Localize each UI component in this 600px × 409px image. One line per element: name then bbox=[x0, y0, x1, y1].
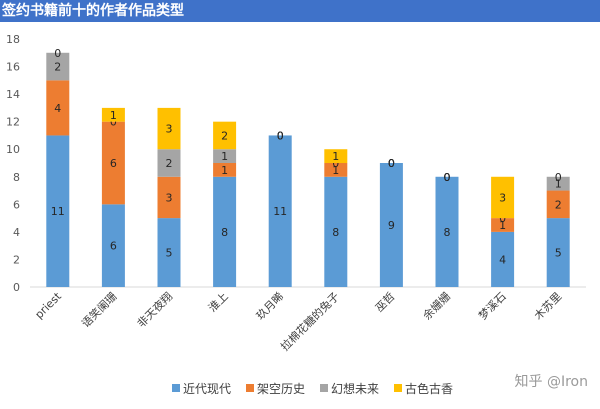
bar-segment bbox=[268, 135, 292, 287]
bar-segment bbox=[101, 107, 125, 122]
bar-segment bbox=[324, 163, 348, 177]
data-label: 0 bbox=[444, 171, 451, 184]
data-label: 0 bbox=[277, 129, 284, 142]
category-label: priest bbox=[33, 289, 65, 321]
data-label: 0 bbox=[277, 129, 284, 142]
y-tick-label: 8 bbox=[13, 171, 20, 184]
data-label: 11 bbox=[273, 205, 287, 218]
data-label: 5 bbox=[166, 247, 173, 260]
data-label: 6 bbox=[110, 157, 117, 170]
data-label: 3 bbox=[166, 191, 173, 204]
category-label: 淮上 bbox=[206, 290, 231, 315]
data-label: 1 bbox=[110, 109, 117, 122]
data-label: 0 bbox=[54, 47, 61, 60]
data-label: 8 bbox=[221, 226, 228, 239]
y-tick-label: 16 bbox=[6, 61, 20, 74]
data-label: 5 bbox=[555, 247, 562, 260]
data-label: 6 bbox=[110, 240, 117, 253]
bar-segment bbox=[157, 176, 181, 219]
bar-segment bbox=[157, 107, 181, 150]
chart-title: 签约书籍前十的作者作品类型 bbox=[0, 0, 600, 22]
bar-segment bbox=[213, 121, 237, 150]
y-tick-label: 18 bbox=[6, 33, 20, 46]
category-label: 木苏里 bbox=[532, 290, 565, 323]
data-label: 0 bbox=[555, 171, 562, 184]
data-label: 0 bbox=[499, 212, 506, 225]
data-label: 0 bbox=[388, 157, 395, 170]
y-tick-label: 4 bbox=[13, 226, 20, 239]
bar-segment bbox=[46, 52, 70, 81]
data-label: 4 bbox=[499, 253, 506, 266]
data-label: 0 bbox=[444, 171, 451, 184]
y-tick-label: 0 bbox=[13, 281, 20, 294]
category-label: 巫哲 bbox=[373, 290, 398, 315]
data-label: 11 bbox=[51, 205, 65, 218]
bar-segment bbox=[324, 149, 348, 163]
legend-swatch bbox=[394, 384, 402, 392]
y-tick-label: 6 bbox=[13, 198, 20, 211]
bar-segment bbox=[491, 176, 515, 219]
watermark: 知乎 @Iron bbox=[514, 374, 588, 390]
bar-segment bbox=[213, 176, 237, 287]
data-label: 8 bbox=[444, 226, 451, 239]
data-label: 2 bbox=[166, 157, 173, 170]
stacked-bar-chart: 02468101214161811420priest6601语笑阑珊5323非天… bbox=[6, 33, 586, 396]
bar-segment bbox=[379, 163, 403, 287]
bar-segment bbox=[546, 190, 570, 219]
data-label: 1 bbox=[332, 150, 339, 163]
legend-entry: 架空历史 bbox=[257, 382, 305, 396]
bar-segment bbox=[157, 149, 181, 177]
bar-segment bbox=[546, 218, 570, 287]
bar-segment bbox=[46, 135, 70, 287]
bar-segment bbox=[213, 163, 237, 177]
legend-entry: 近代现代 bbox=[183, 382, 231, 396]
y-tick-label: 12 bbox=[6, 116, 20, 129]
data-label: 2 bbox=[54, 61, 61, 74]
data-label: 1 bbox=[221, 150, 228, 163]
legend-entry: 古色古香 bbox=[405, 381, 453, 396]
bar-segment bbox=[491, 231, 515, 287]
y-tick-label: 2 bbox=[13, 253, 20, 266]
y-tick-label: 10 bbox=[6, 143, 20, 156]
bar-segment bbox=[46, 80, 70, 136]
bar-segment bbox=[213, 149, 237, 163]
legend-swatch bbox=[172, 384, 180, 392]
bar-segment bbox=[101, 121, 125, 205]
data-label: 0 bbox=[388, 157, 395, 170]
legend-entry: 幻想未来 bbox=[331, 381, 379, 396]
y-tick-label: 14 bbox=[6, 88, 20, 101]
data-label: 1 bbox=[499, 219, 506, 232]
data-label: 3 bbox=[166, 123, 173, 136]
data-label: 2 bbox=[555, 198, 562, 211]
data-label: 2 bbox=[221, 129, 228, 142]
data-label: 0 bbox=[332, 157, 339, 170]
data-label: 1 bbox=[221, 164, 228, 177]
data-label: 9 bbox=[388, 219, 395, 232]
data-label: 3 bbox=[499, 191, 506, 204]
category-label: 语笑阑珊 bbox=[79, 289, 120, 330]
data-label: 0 bbox=[388, 157, 395, 170]
data-label: 0 bbox=[444, 171, 451, 184]
legend-swatch bbox=[246, 384, 254, 392]
category-label: 非天夜翔 bbox=[134, 289, 175, 330]
category-label: 拉棉花糖的兔子 bbox=[278, 289, 342, 353]
data-label: 0 bbox=[110, 116, 117, 129]
legend-swatch bbox=[320, 384, 328, 392]
data-label: 8 bbox=[332, 226, 339, 239]
bar-segment bbox=[435, 176, 459, 287]
bar-segment bbox=[491, 218, 515, 232]
data-label: 1 bbox=[332, 164, 339, 177]
category-label: 玖月晞 bbox=[254, 290, 287, 323]
data-label: 0 bbox=[277, 129, 284, 142]
category-label: 梦溪石 bbox=[476, 290, 509, 323]
bar-segment bbox=[157, 218, 181, 287]
bar-segment bbox=[324, 176, 348, 287]
bar-segment bbox=[101, 204, 125, 287]
bar-segment bbox=[546, 176, 570, 191]
data-label: 1 bbox=[555, 178, 562, 191]
category-label: 余姗姗 bbox=[420, 289, 453, 322]
data-label: 4 bbox=[54, 102, 61, 115]
